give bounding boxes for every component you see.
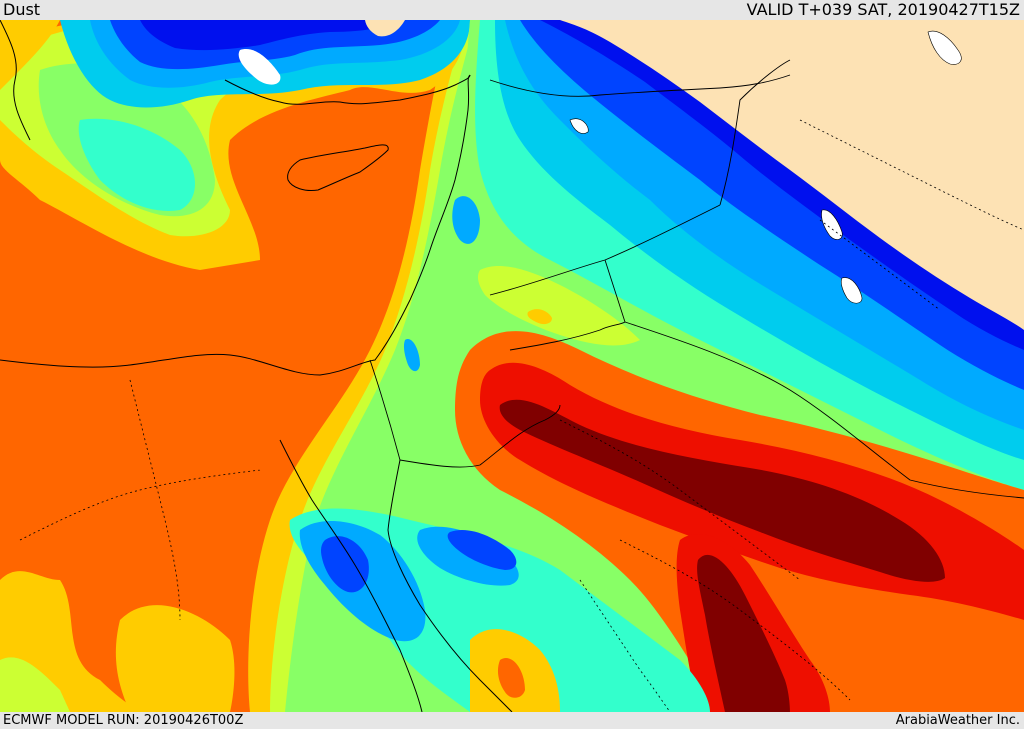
field-yg-sw bbox=[0, 657, 70, 712]
dotted-egypt-2 bbox=[19, 469, 261, 541]
country-borders bbox=[369, 59, 1024, 499]
field-yellow-s bbox=[115, 605, 235, 712]
land-no-data-turkey bbox=[365, 20, 405, 37]
water-lake-razazza bbox=[821, 209, 843, 240]
border-egypt-israel bbox=[369, 359, 401, 461]
map-title: Dust bbox=[3, 0, 41, 19]
field-darkblue-north bbox=[140, 20, 400, 51]
border-jordan-iraq bbox=[509, 259, 626, 351]
border-turkey-syria bbox=[489, 74, 791, 97]
coast-med-south bbox=[0, 74, 471, 376]
field-darkred-south bbox=[697, 554, 790, 712]
border-iraq-iran bbox=[719, 59, 791, 206]
field-yellow-dot bbox=[527, 309, 552, 325]
field-orange-s2 bbox=[497, 658, 525, 698]
dotted-iraq-1 bbox=[819, 219, 941, 311]
border-jordan-saudi bbox=[399, 404, 561, 468]
credit-label: ArabiaWeather Inc. bbox=[895, 713, 1020, 728]
coast-greece bbox=[0, 20, 31, 141]
coastlines bbox=[0, 20, 513, 712]
land-no-data-ne bbox=[560, 20, 1024, 330]
coast-red-sea-e bbox=[387, 459, 513, 712]
border-syria-iraq bbox=[489, 204, 721, 296]
water-marmara bbox=[238, 49, 281, 85]
coast-red-sea-w bbox=[279, 439, 423, 712]
map-canvas bbox=[0, 20, 1024, 712]
field-blue-redsea-e bbox=[447, 530, 517, 570]
water-lake-assad bbox=[569, 118, 589, 134]
dotted-saudi-3 bbox=[579, 579, 671, 712]
field-yg-plume bbox=[477, 265, 640, 346]
valid-time: VALID T+039 SAT, 20190427T15Z bbox=[746, 0, 1020, 19]
field-darkred-band bbox=[499, 399, 945, 582]
province-borders bbox=[19, 119, 1024, 712]
field-blue-lebanon bbox=[452, 196, 480, 244]
coast-turkey bbox=[224, 74, 471, 105]
field-blue-redsea-w bbox=[321, 536, 369, 593]
water-lake-sawa bbox=[840, 277, 863, 304]
field-yellow-nw bbox=[0, 20, 60, 90]
header-bar: Dust VALID T+039 SAT, 20190427T15Z bbox=[0, 0, 1024, 20]
footer-bar: ECMWF MODEL RUN: 20190426T00Z ArabiaWeat… bbox=[0, 712, 1024, 729]
field-aqua-med bbox=[78, 118, 195, 211]
dotted-saudi-2 bbox=[619, 539, 851, 701]
dust-forecast-map bbox=[0, 20, 1024, 712]
field-blue-deadsea bbox=[403, 339, 420, 372]
border-iraq-saudi bbox=[624, 321, 1024, 499]
water-lake-urmia bbox=[927, 30, 962, 65]
model-run-label: ECMWF MODEL RUN: 20190426T00Z bbox=[3, 713, 244, 728]
coast-cyprus bbox=[287, 144, 389, 191]
